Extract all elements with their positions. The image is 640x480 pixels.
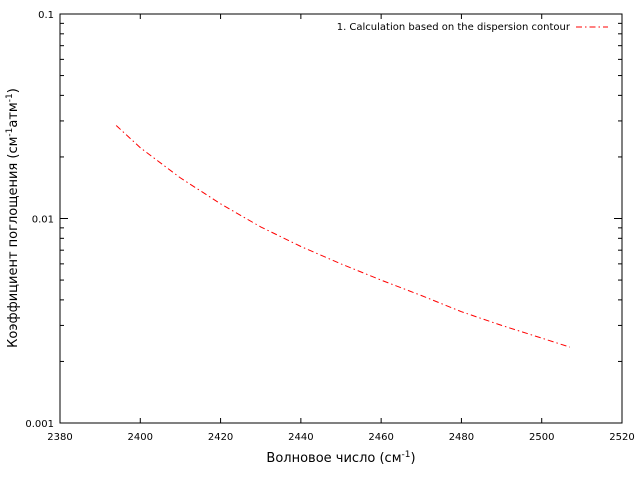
y-tick-label: 0.001 — [25, 419, 54, 430]
x-tick-label: 2420 — [208, 432, 233, 443]
x-tick-label: 2520 — [609, 432, 634, 443]
y-axis-label: Коэффициент поглощения (см-1атм-1) — [5, 88, 21, 348]
plot-frame — [59, 13, 623, 424]
legend: 1. Calculation based on the dispersion c… — [337, 22, 608, 33]
y-ticks: 0.001 0.01 0.1 — [25, 10, 622, 430]
x-tick-label: 2480 — [449, 432, 474, 443]
x-tick-label: 2500 — [529, 432, 554, 443]
x-tick-label: 2380 — [47, 432, 72, 443]
y-tick-label: 0.01 — [32, 215, 54, 226]
y-tick-label: 0.1 — [38, 10, 54, 21]
x-axis-label: Волновое число (см-1) — [266, 450, 415, 466]
x-tick-label: 2440 — [288, 432, 313, 443]
series-line — [115, 125, 570, 348]
series-layer — [115, 125, 570, 348]
legend-label: 1. Calculation based on the dispersion c… — [337, 22, 571, 33]
x-tick-label: 2460 — [368, 432, 393, 443]
x-ticks: 2380 2400 2420 2440 2460 2480 2500 2520 — [47, 14, 635, 443]
x-tick-label: 2400 — [128, 432, 153, 443]
